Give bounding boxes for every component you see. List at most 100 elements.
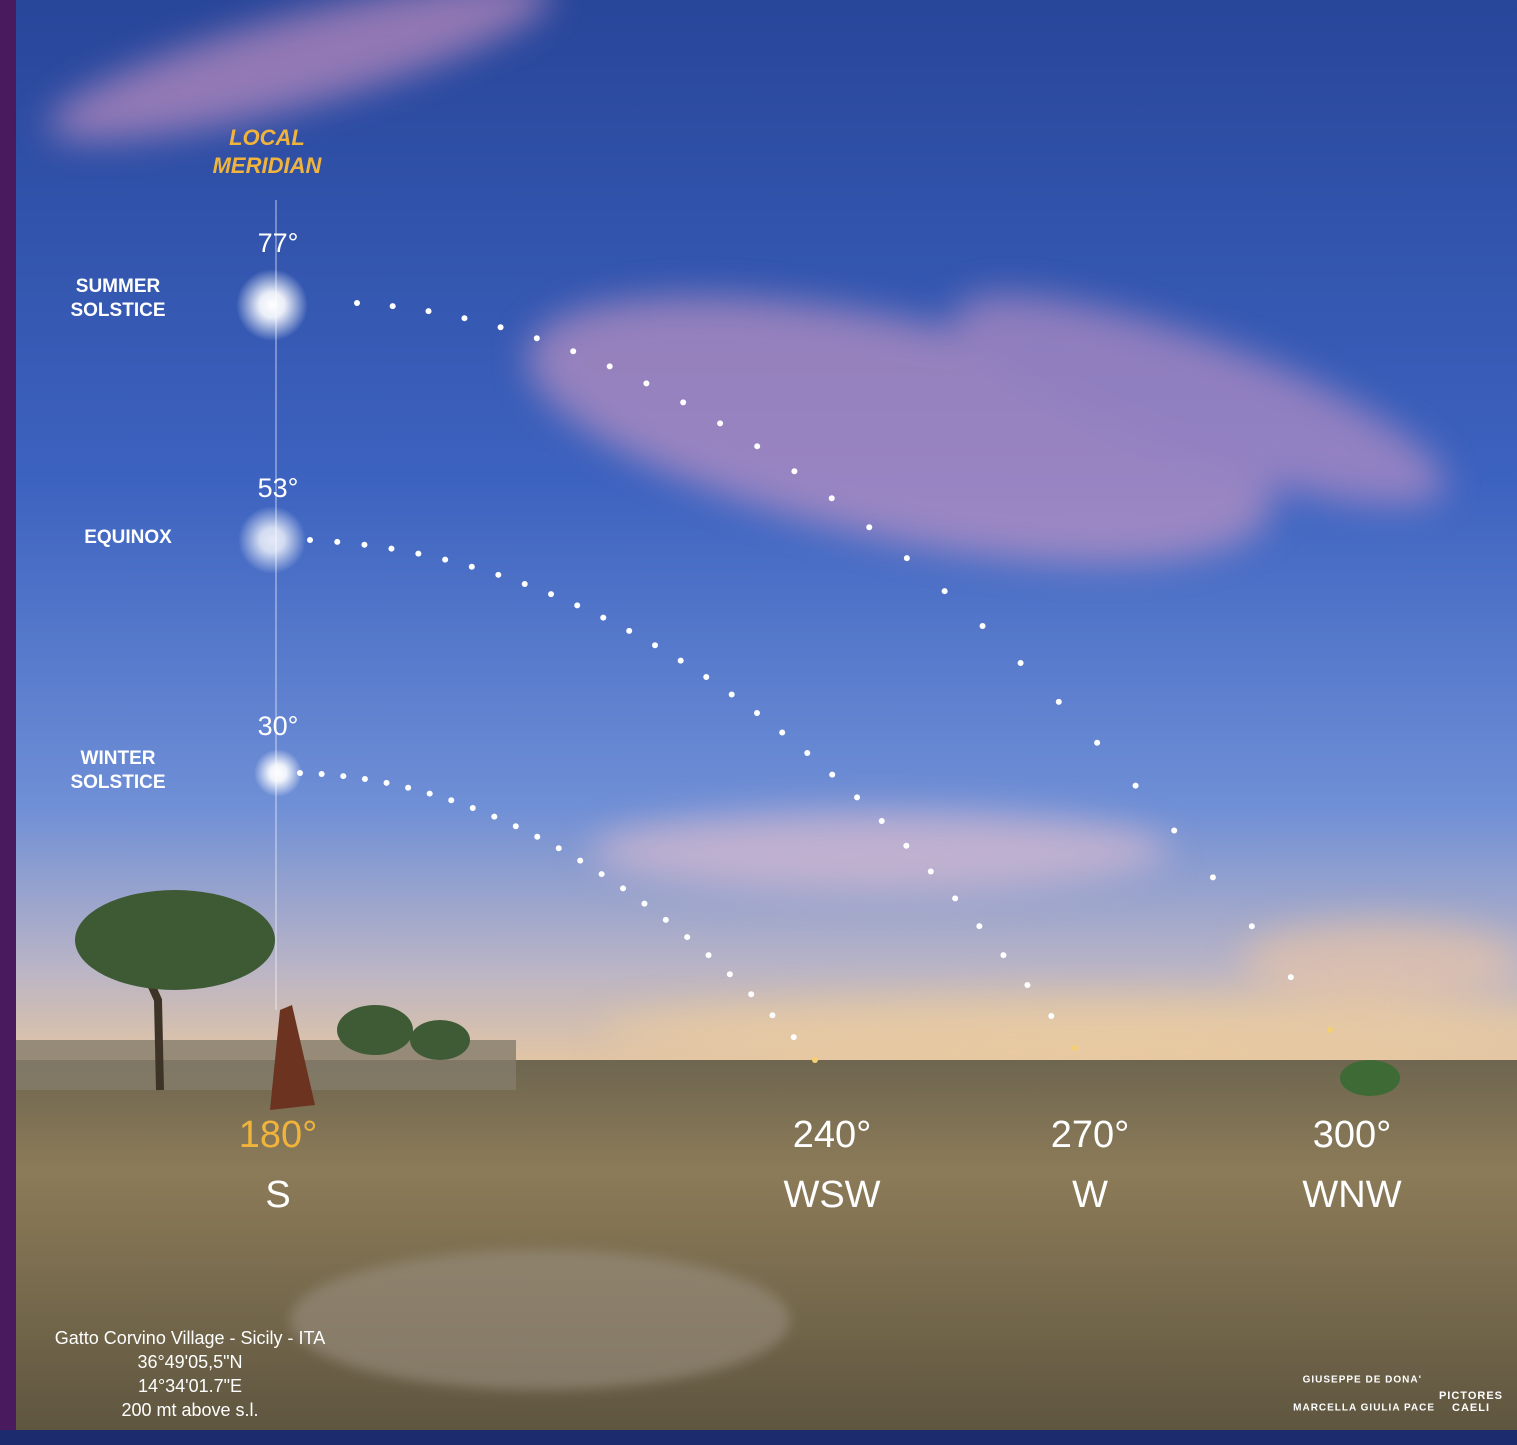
clouds xyxy=(48,0,1517,1065)
left-border xyxy=(0,0,16,1440)
sun-position xyxy=(600,614,607,621)
sun-position xyxy=(448,797,455,804)
sun-position xyxy=(779,729,786,736)
meridian-label: MERIDIAN xyxy=(213,153,323,178)
sun-position xyxy=(812,1057,818,1063)
sun-position xyxy=(405,784,412,791)
sun-position xyxy=(703,674,710,680)
sun-position xyxy=(548,591,555,598)
sun-position xyxy=(388,545,395,552)
sun-position xyxy=(1248,923,1255,930)
bottom-border xyxy=(0,1430,1517,1440)
location-line: Gatto Corvino Village - Sicily - ITA xyxy=(55,1328,325,1348)
sun-position xyxy=(383,779,390,786)
sun-position xyxy=(570,348,577,355)
sun-position xyxy=(533,335,540,342)
sun-position xyxy=(1209,874,1216,881)
sun-position xyxy=(769,1012,776,1019)
sun-position xyxy=(941,588,948,595)
sun-position xyxy=(491,813,498,820)
sun-position xyxy=(903,842,910,849)
sun xyxy=(236,269,308,341)
sun-position xyxy=(626,627,633,634)
sun-position xyxy=(952,895,959,902)
sun-position xyxy=(1287,974,1294,981)
logo-text: CAELI xyxy=(1452,1402,1490,1414)
sun-position xyxy=(754,709,761,716)
logo-text: PICTORES xyxy=(1439,1390,1503,1402)
sun-position xyxy=(1024,982,1031,989)
sun-position xyxy=(878,818,885,825)
sun-position xyxy=(354,300,360,306)
sun-position xyxy=(1017,659,1024,666)
sun-position xyxy=(677,657,684,664)
field xyxy=(16,1060,1517,1430)
sun-position xyxy=(976,923,983,930)
altitude: 77° xyxy=(258,228,299,258)
sun-paths xyxy=(297,300,1333,1063)
sun-position xyxy=(866,524,873,531)
sun-position xyxy=(804,750,811,757)
sun-position xyxy=(643,380,650,387)
sun-position xyxy=(340,773,347,780)
azimuth-degrees: 300° xyxy=(1313,1114,1392,1156)
sun xyxy=(254,749,302,797)
sun-position xyxy=(495,571,502,578)
sun-position xyxy=(606,363,613,370)
sun-position xyxy=(680,399,687,406)
sun-position xyxy=(1171,827,1178,834)
sun-position xyxy=(1055,698,1062,705)
trees xyxy=(75,890,1400,1096)
sun-position xyxy=(577,857,584,864)
sun-position xyxy=(361,541,368,548)
path-name: WINTER xyxy=(81,748,156,769)
sun-position xyxy=(468,563,475,570)
sun-position xyxy=(318,771,325,778)
sun-position xyxy=(641,900,648,907)
sun-position xyxy=(717,420,724,427)
sun-position xyxy=(307,537,313,543)
azimuth-direction: WNW xyxy=(1302,1174,1401,1216)
credit: MARCELLA GIULIA PACE xyxy=(1293,1403,1435,1414)
sun-position xyxy=(1000,952,1007,959)
sun-position xyxy=(1048,1012,1055,1019)
sun-position xyxy=(334,538,341,545)
altitude: 53° xyxy=(258,473,299,503)
azimuth-direction: W xyxy=(1072,1174,1108,1216)
azimuth-degrees: 240° xyxy=(793,1114,872,1156)
azimuth-direction: S xyxy=(265,1174,290,1216)
azimuth-degrees: 270° xyxy=(1051,1114,1130,1156)
sun-position xyxy=(389,303,396,310)
sun-position xyxy=(705,952,712,959)
sun xyxy=(238,506,306,574)
sun-position xyxy=(469,805,476,811)
sun-position xyxy=(1072,1045,1078,1051)
sun-position xyxy=(442,556,449,563)
sun-position xyxy=(555,845,562,852)
sun-position xyxy=(728,691,735,698)
sun-position xyxy=(1132,782,1139,789)
sun-position xyxy=(521,580,528,587)
sun-position xyxy=(927,868,934,875)
sun-position xyxy=(684,934,691,941)
altitude: 30° xyxy=(258,711,299,741)
sun-position xyxy=(497,324,504,331)
location-line: 14°34'01.7"E xyxy=(138,1376,242,1396)
sun-position xyxy=(461,315,468,322)
sun-position xyxy=(425,308,432,315)
meridian-label: LOCAL xyxy=(229,125,305,150)
sun-position xyxy=(726,971,733,978)
path-name: SOLSTICE xyxy=(70,772,165,793)
machine xyxy=(270,1005,315,1110)
sun-position xyxy=(854,794,861,801)
azimuth-direction: WSW xyxy=(783,1174,880,1216)
sun-position xyxy=(754,443,761,450)
sun-position xyxy=(361,776,368,783)
location-line: 200 mt above s.l. xyxy=(121,1400,258,1420)
sun-position xyxy=(903,555,910,562)
azimuth-degrees: 180° xyxy=(239,1114,318,1156)
path-name: EQUINOX xyxy=(84,527,172,548)
sun-position xyxy=(829,771,836,778)
sun-position xyxy=(1094,739,1101,746)
